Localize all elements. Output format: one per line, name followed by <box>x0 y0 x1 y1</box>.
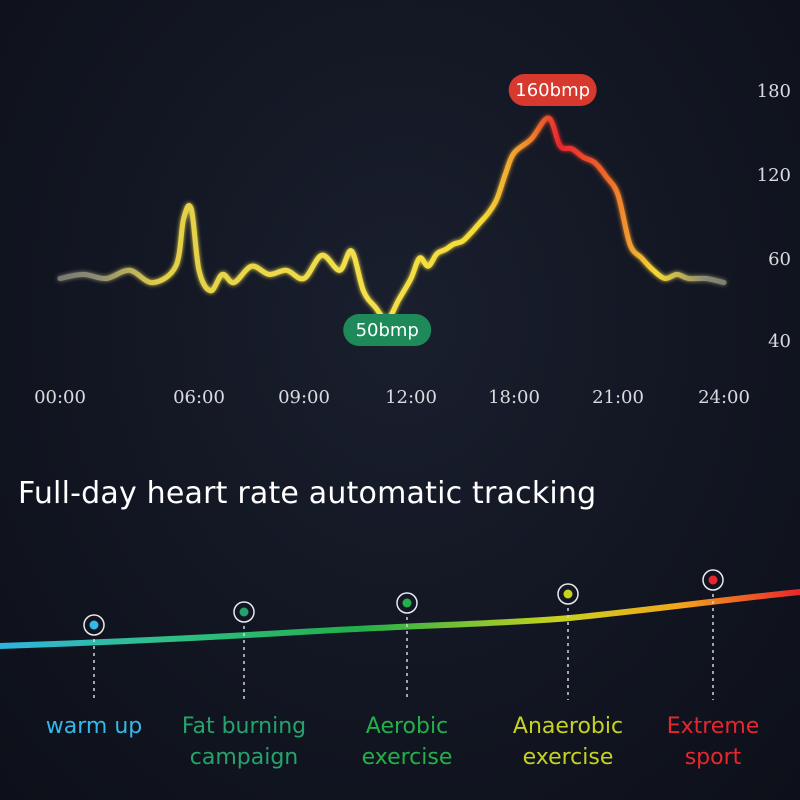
x-tick-label: 21:00 <box>592 387 644 408</box>
y-tick-label: 120 <box>757 165 791 186</box>
zone-label: exercise <box>523 745 614 770</box>
x-tick-label: 06:00 <box>173 387 225 408</box>
heart-rate-line <box>57 115 727 323</box>
zone-label: warm up <box>46 714 142 739</box>
x-tick-label: 24:00 <box>698 387 750 408</box>
zone-item: Anaerobic exercise <box>513 583 623 770</box>
zone-label: Extreme <box>667 714 760 739</box>
badge-label: 160bmp <box>515 80 590 101</box>
y-axis: 40 60 120 180 <box>757 81 791 352</box>
x-tick-label: 00:00 <box>34 387 86 408</box>
annotations: 160bmp 50bmp <box>343 74 597 346</box>
x-tick-label: 18:00 <box>488 387 540 408</box>
zone-item: Extreme sport <box>667 569 760 770</box>
zone-marker-ring <box>233 601 255 623</box>
zone-item: Fat burning campaign <box>182 601 306 770</box>
heart-rate-chart: 40 60 120 180 00:00 06:00 09:00 12:00 18:00 21:0… <box>34 74 791 408</box>
zone-marker-dot <box>89 620 99 630</box>
badge-label: 50bmp <box>356 320 419 341</box>
headline: Full-day heart rate automatic tracking <box>18 476 597 511</box>
zone-label: Fat burning <box>182 714 306 739</box>
min-bpm-badge: 50bmp <box>343 314 432 346</box>
zone-marker-ring <box>83 614 105 636</box>
zone-marker-ring <box>557 583 579 605</box>
zone-item: warm up <box>46 614 142 739</box>
zone-label: exercise <box>362 745 453 770</box>
max-bpm-badge: 160bmp <box>508 74 597 106</box>
zone-label: campaign <box>190 745 298 770</box>
zone-item: Aerobic exercise <box>362 592 453 770</box>
zone-marker-dot <box>563 589 573 599</box>
zone-marker-ring <box>396 592 418 614</box>
y-tick-label: 60 <box>768 249 791 270</box>
zone-label: Aerobic <box>366 714 448 739</box>
y-tick-label: 40 <box>768 331 791 352</box>
x-axis: 00:00 06:00 09:00 12:00 18:00 21:00 24:00 <box>34 387 750 408</box>
zone-marker-dot <box>402 598 412 608</box>
zone-marker-dot <box>708 575 718 585</box>
heart-rate-zones: warm up Fat burning campaign Aerobic exercis… <box>0 569 800 770</box>
zone-marker-dot <box>239 607 249 617</box>
x-tick-label: 12:00 <box>385 387 437 408</box>
zone-label: sport <box>685 745 742 770</box>
y-tick-label: 180 <box>757 81 791 102</box>
x-tick-label: 09:00 <box>278 387 330 408</box>
zone-gradient-curve <box>0 589 800 649</box>
zone-label: Anaerobic <box>513 714 623 739</box>
zone-marker-ring <box>702 569 724 591</box>
